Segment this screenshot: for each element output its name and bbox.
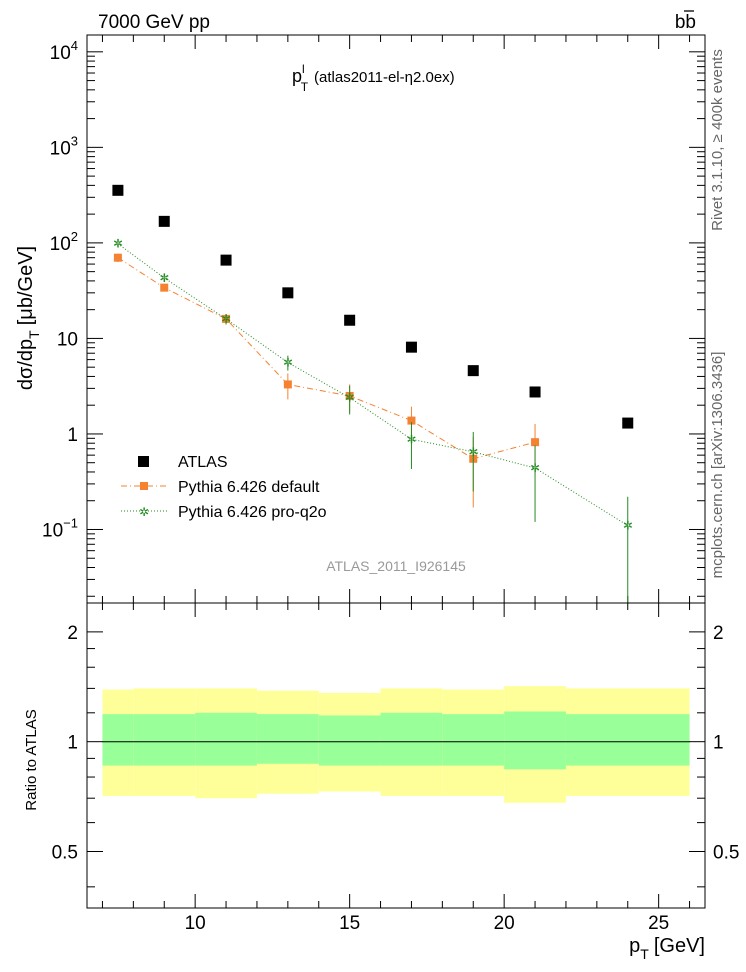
y-tick-label: 102 [50, 229, 78, 255]
pro-q2o-point: ✲ [159, 271, 169, 285]
atlas-point [405, 341, 417, 353]
x-tick-label: 10 [185, 913, 206, 934]
y-tick-label: 10 [57, 329, 78, 350]
pro-q2o-point: ✲ [283, 355, 293, 369]
ratio-y-tick-label-left: 1 [67, 733, 78, 754]
pro-q2o-point: ✲ [345, 391, 355, 405]
ratio-inner-band [256, 714, 319, 764]
ratio-y-tick-label-right: 0.5 [713, 842, 739, 863]
main-series: ✲ ✲ ✲ ✲ ✲ ✲ ✲ ✲ ✲ [112, 184, 634, 603]
legend-marker-default [140, 482, 148, 490]
pro-q2o-point: ✲ [530, 461, 540, 475]
ratio-inner-band [504, 711, 566, 770]
ratio-plot-frame [86, 602, 706, 909]
ratio-inner-band [380, 712, 443, 766]
pro-q2o-point: ✲ [623, 519, 633, 533]
default-point [283, 380, 292, 389]
ratio-inner-band [318, 715, 381, 766]
pro-q2o-point: ✲ [406, 432, 416, 446]
side-label-mcplots: mcplots.cern.ch [arXiv:1306.3436] [709, 352, 726, 579]
ratio-inner-band [133, 714, 196, 766]
header-left: 7000 GeV pp [98, 12, 210, 33]
y-axis-label: dσ/dpT[μb/GeV] [15, 246, 42, 390]
y-tick-label: 1 [67, 425, 78, 446]
ratio-inner-band [565, 714, 690, 766]
atlas-point [220, 254, 232, 266]
default-point [113, 253, 122, 262]
ratio-plot: 0.5 0.5 1 1 2 2 10 15 20 25 Ratio to ATLAS pT [Ge… [23, 602, 739, 962]
default-point [531, 438, 540, 447]
ratio-y-tick-label-right: 2 [713, 623, 724, 644]
ratio-inner-band [102, 714, 134, 766]
atlas-point [622, 417, 634, 429]
main-title: pl T(atlas2011-el-η2.0ex) [292, 62, 455, 94]
ratio-y-axis-label: Ratio to ATLAS [23, 709, 40, 810]
series-line [117, 257, 536, 460]
legend: ATLAS Pythia 6.426 default ✲ Pythia 6.42… [121, 454, 327, 521]
legend-marker-pro-q2o: ✲ [139, 505, 149, 519]
atlas-point [158, 215, 170, 227]
atlas-point [467, 365, 479, 377]
legend-label-default: Pythia 6.426 default [178, 479, 320, 496]
ratio-bands [102, 686, 690, 803]
pro-q2o-point: ✲ [468, 445, 478, 459]
legend-label-pro-q2o: Pythia 6.426 pro-q2o [178, 504, 327, 521]
default-point [160, 283, 169, 292]
atlas-point [529, 386, 541, 398]
y-tick-label: 10−1 [42, 515, 78, 541]
atlas-point [112, 184, 124, 196]
x-tick-label: 20 [494, 913, 515, 934]
default-point [407, 416, 416, 425]
watermark: ATLAS_2011_I926145 [326, 558, 466, 574]
ratio-inner-band [442, 714, 505, 766]
pro-q2o-point: ✲ [113, 237, 123, 251]
ratio-inner-band [195, 712, 257, 766]
ratio-y-tick-label-left: 2 [67, 623, 78, 644]
x-tick-label: 15 [339, 913, 360, 934]
side-label-rivet: Rivet 3.1.10, ≥ 400k events [709, 49, 726, 231]
ratio-y-tick-label-right: 1 [713, 733, 724, 754]
atlas-point [344, 314, 356, 326]
x-axis-label: pT [GeV] [629, 935, 705, 962]
x-tick-label: 25 [648, 913, 669, 934]
pro-q2o-point: ✲ [221, 312, 231, 326]
header-right: bb [675, 12, 696, 33]
ratio-y-tick-label-left: 0.5 [52, 842, 78, 863]
y-tick-label: 103 [50, 133, 78, 159]
ratio-x-ticks: 10 15 20 25 [101, 603, 691, 934]
ratio-y-ticks: 0.5 0.5 1 1 2 2 [52, 623, 739, 888]
main-x-ticks [101, 35, 691, 603]
y-tick-label: 104 [50, 38, 78, 64]
legend-label-atlas: ATLAS [178, 454, 228, 471]
legend-marker-atlas [138, 456, 149, 467]
atlas-point [282, 287, 294, 299]
